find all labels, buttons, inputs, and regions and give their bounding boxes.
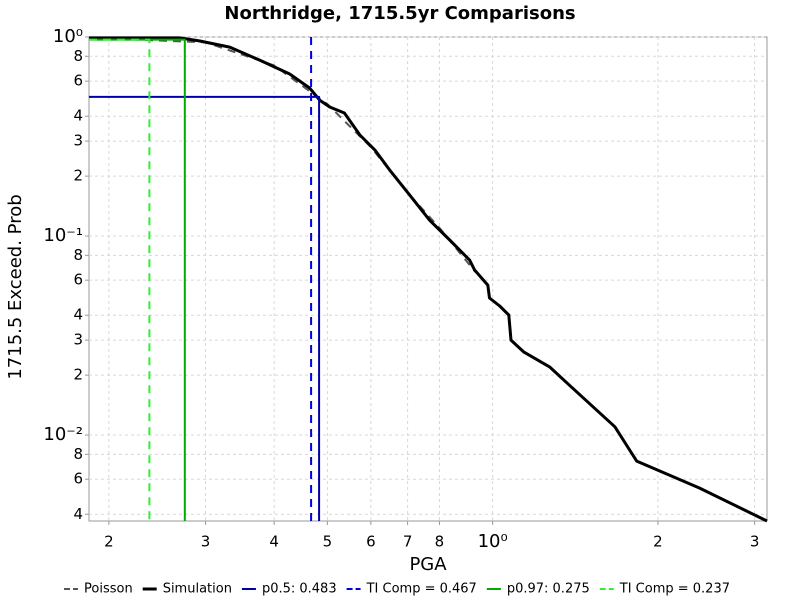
y-tick-label: 8 xyxy=(73,246,83,264)
plot xyxy=(88,36,768,523)
y-tick-label: 10⁻² xyxy=(43,424,83,445)
y-tick-label: 6 xyxy=(73,470,83,488)
legend-label: TI Comp = 0.467 xyxy=(366,582,477,597)
y-tick-label: 8 xyxy=(73,445,83,463)
y-tick-label: 4 xyxy=(73,505,83,523)
y-axis-label: 1715.5 Exceed. Prob xyxy=(5,194,26,379)
y-tick-label: 3 xyxy=(73,132,83,150)
chart-title: Northridge, 1715.5yr Comparisons xyxy=(224,3,575,24)
x-tick-label: 7 xyxy=(403,533,413,551)
y-tick-label: 8 xyxy=(73,47,83,65)
y-tick-label: 6 xyxy=(73,271,83,289)
x-tick-label: 8 xyxy=(435,533,445,551)
x-tick-label: 2 xyxy=(653,533,663,551)
plot-area xyxy=(88,36,768,522)
y-tick-label: 10⁰ xyxy=(53,26,83,47)
x-tick-label: 6 xyxy=(366,533,376,551)
legend-label: p0.97: 0.275 xyxy=(507,582,590,597)
series-line xyxy=(89,36,768,523)
y-tick-label: 3 xyxy=(73,331,83,349)
x-tick-label: 4 xyxy=(269,533,279,551)
x-axis-label: PGA xyxy=(409,554,447,575)
series-line xyxy=(89,95,321,521)
legend: Poisson Simulation p0.5: 0.483 TI Comp = 0.… xyxy=(64,582,730,597)
y-tick-label: 4 xyxy=(73,306,83,324)
series-line xyxy=(89,38,151,521)
y-tick-label: 2 xyxy=(73,167,83,185)
x-tick-label: 10⁰ xyxy=(478,531,508,552)
x-tick-label: 5 xyxy=(323,533,333,551)
y-tick-label: 10⁻¹ xyxy=(43,225,83,246)
series-line xyxy=(88,36,477,273)
y-tick-label: 2 xyxy=(73,366,83,384)
legend-label: Poisson xyxy=(84,582,133,597)
x-tick-label: 2 xyxy=(104,533,114,551)
legend-label: TI Comp = 0.237 xyxy=(619,582,730,597)
x-tick-label: 3 xyxy=(201,533,211,551)
legend-label: Simulation xyxy=(163,582,232,597)
y-tick-label: 6 xyxy=(73,72,83,90)
y-tick-label: 4 xyxy=(73,107,83,125)
legend-label: p0.5: 0.483 xyxy=(262,582,337,597)
x-tick-label: 3 xyxy=(750,533,760,551)
